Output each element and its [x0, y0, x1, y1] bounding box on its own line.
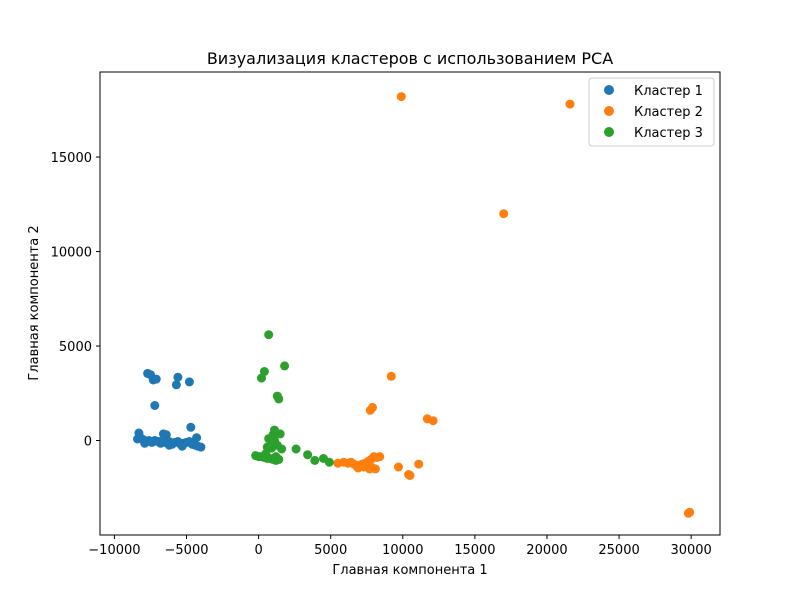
chart-title: Визуализация кластеров с использованием …	[207, 49, 613, 68]
point-cluster-3-0	[264, 330, 274, 340]
y-tick-label-0: 0	[84, 435, 92, 450]
point-cluster-2-3	[386, 371, 396, 381]
point-cluster-1-39	[154, 437, 164, 446]
point-cluster-1-5	[184, 377, 194, 387]
x-tick-label-8: 30000	[670, 543, 711, 558]
y-axis: 0 5000 10000 15000	[51, 151, 100, 450]
point-cluster-2-9	[685, 507, 695, 517]
point-cluster-3-30	[310, 455, 320, 465]
point-cluster-3-5	[274, 394, 284, 404]
y-tick-label-3: 15000	[51, 151, 92, 166]
point-cluster-1-3	[151, 374, 161, 384]
point-cluster-2-1	[565, 99, 575, 109]
point-cluster-1-4	[173, 372, 183, 382]
point-cluster-3-1	[280, 361, 290, 371]
point-cluster-3-14	[277, 444, 287, 454]
points-layer	[133, 92, 695, 518]
point-cluster-2-13	[414, 459, 424, 469]
point-cluster-1-6	[171, 380, 181, 390]
x-tick-label-2: 0	[254, 543, 262, 558]
legend-box	[588, 77, 715, 147]
legend-marker-cluster-2	[604, 106, 614, 116]
point-cluster-3-7	[275, 429, 285, 439]
legend-label-cluster-2: Кластер 2	[634, 105, 703, 120]
legend-marker-cluster-1	[604, 85, 614, 95]
x-axis: −10000 −5000 0 5000 10000 15000 20000 25000 3000…	[88, 535, 712, 558]
point-cluster-3-29	[303, 450, 313, 460]
y-tick-label-2: 10000	[51, 246, 92, 261]
x-axis-label: Главная компонента 1	[332, 563, 487, 578]
x-tick-label-3: 5000	[314, 543, 347, 558]
point-cluster-3-27	[261, 449, 271, 459]
point-cluster-1-35	[196, 442, 206, 452]
x-tick-label-1: −5000	[165, 543, 209, 558]
point-cluster-2-30	[370, 464, 380, 474]
x-tick-label-4: 10000	[382, 543, 423, 558]
point-cluster-3-32	[324, 457, 334, 467]
point-cluster-2-0	[396, 92, 406, 102]
y-axis-label: Главная компонента 2	[27, 225, 42, 380]
point-cluster-3-3	[257, 373, 266, 383]
point-cluster-2-32	[353, 463, 363, 473]
point-cluster-2-12	[394, 462, 403, 472]
legend-label-cluster-3: Кластер 3	[634, 126, 703, 141]
point-cluster-3-26	[271, 452, 281, 462]
point-cluster-3-28	[291, 444, 301, 454]
y-tick-label-1: 5000	[59, 340, 92, 355]
point-cluster-2-7	[428, 416, 438, 426]
point-cluster-1-9	[192, 433, 202, 443]
point-cluster-1-8	[186, 422, 196, 432]
point-cluster-1-38	[177, 441, 187, 451]
x-tick-label-6: 20000	[526, 543, 567, 558]
point-cluster-1-37	[140, 438, 150, 448]
point-cluster-2-11	[405, 471, 415, 480]
point-cluster-1-36	[164, 440, 174, 450]
point-cluster-2-2	[499, 209, 509, 219]
axes-frame	[99, 71, 721, 536]
point-cluster-3-16	[267, 443, 277, 453]
legend-label-cluster-1: Кластер 1	[634, 84, 703, 99]
x-tick-label-0: −10000	[88, 543, 140, 558]
legend-marker-cluster-3	[604, 127, 614, 137]
point-cluster-1-7	[150, 401, 160, 410]
point-cluster-2-5	[365, 405, 375, 415]
legend: Кластер 1 Кластер 2 Кластер 3	[588, 77, 715, 147]
x-tick-label-5: 15000	[454, 543, 495, 558]
x-tick-label-7: 25000	[598, 543, 639, 558]
point-cluster-2-27	[333, 458, 343, 468]
